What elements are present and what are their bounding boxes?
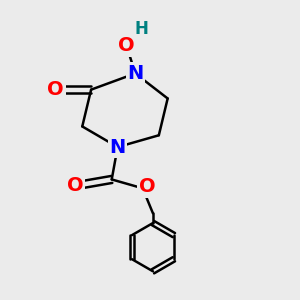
Text: O: O <box>47 80 64 99</box>
Text: N: N <box>127 64 143 83</box>
Text: H: H <box>134 20 148 38</box>
Text: O: O <box>139 177 155 196</box>
Text: O: O <box>67 176 83 195</box>
Text: O: O <box>118 36 135 55</box>
Text: N: N <box>110 138 126 157</box>
